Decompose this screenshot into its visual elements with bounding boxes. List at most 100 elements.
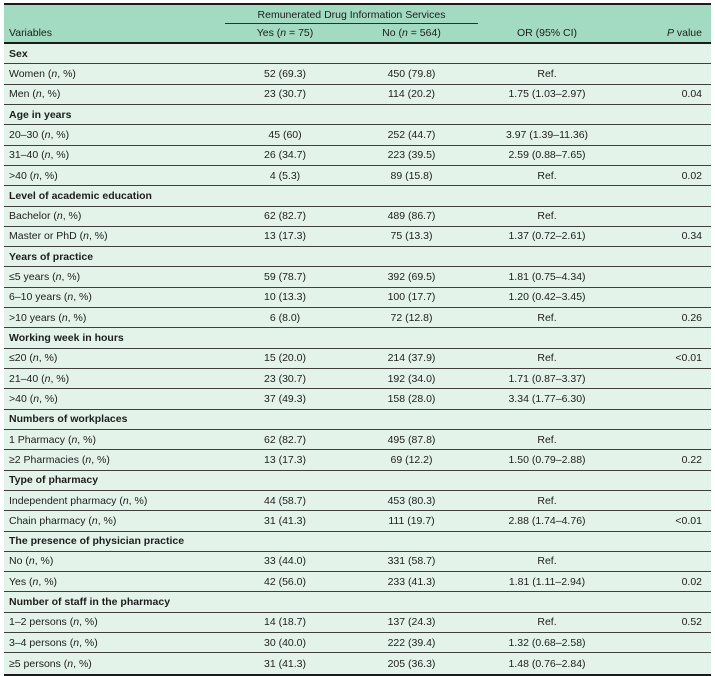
cell-or: 2.88 (1.74–4.76)	[508, 514, 586, 527]
cell-variable: 1 Pharmacy (n, %)	[9, 433, 96, 446]
cell-yes: 30 (40.0)	[263, 636, 307, 649]
cell-variable: Women (n, %)	[9, 67, 76, 80]
cell-yes: 59 (78.7)	[263, 271, 307, 284]
cell-no: 495 (87.8)	[387, 433, 436, 446]
cell-p-value: 0.22	[681, 453, 702, 466]
cell-variable: ≤20 (n, %)	[9, 352, 58, 365]
table-row: Women (n, %) 52 (69.3) 450 (79.8) Ref.	[4, 64, 711, 85]
cell-yes: 31 (41.3)	[263, 657, 307, 670]
cell-variable: ≥2 Pharmacies (n, %)	[9, 453, 110, 466]
section-title: Type of pharmacy	[9, 474, 99, 487]
table-row: ≥5 persons (n, %) 31 (41.3) 205 (36.3) 1.48…	[4, 653, 711, 674]
cell-no: 331 (58.7)	[387, 555, 436, 568]
cell-no: 137 (24.3)	[387, 616, 436, 629]
cell-variable: Master or PhD (n, %)	[9, 230, 108, 243]
section-title: Numbers of workplaces	[9, 413, 128, 426]
cell-p-value: <0.01	[675, 352, 702, 365]
cell-variable: 6–10 years (n, %)	[9, 291, 92, 304]
cell-p-value: <0.01	[675, 514, 702, 527]
cell-no: 72 (12.8)	[390, 311, 433, 324]
cell-or: 2.59 (0.88–7.65)	[508, 149, 586, 162]
cell-p-value: 0.04	[681, 88, 702, 101]
section-row: Type of pharmacy	[4, 470, 711, 491]
column-header-no: No (n = 564)	[382, 27, 441, 39]
section-title: Sex	[9, 47, 28, 60]
table-body: Sex Women (n, %) 52 (69.3) 450 (79.8) Ref. Me…	[4, 44, 711, 676]
section-row: Numbers of workplaces	[4, 409, 711, 430]
table-row: 1 Pharmacy (n, %) 62 (82.7) 495 (87.8) Ref.	[4, 429, 711, 451]
cell-or: Ref.	[537, 169, 557, 182]
cell-no: 392 (69.5)	[387, 271, 436, 284]
cell-or: 1.81 (0.75–4.34)	[508, 271, 586, 284]
table-row: 3–4 persons (n, %) 30 (40.0) 222 (39.4) 1.3…	[4, 633, 711, 654]
cell-yes: 13 (17.3)	[263, 453, 307, 466]
cell-no: 89 (15.8)	[390, 169, 433, 182]
spanner-underline	[225, 23, 478, 24]
column-header-p-value: P value	[666, 27, 702, 39]
cell-no: 111 (19.7)	[388, 514, 435, 527]
table-row: ≤5 years (n, %) 59 (78.7) 392 (69.5) 1.81 (…	[4, 267, 711, 288]
section-row: Years of practice	[4, 247, 711, 268]
section-title: Level of academic education	[9, 189, 152, 202]
section-row: Working week in hours	[4, 328, 711, 349]
cell-yes: 14 (18.7)	[263, 616, 307, 629]
cell-no: 450 (79.8)	[387, 67, 436, 80]
spanner-label: Remunerated Drug Information Services	[257, 9, 446, 21]
cell-variable: >40 (n, %)	[9, 392, 58, 405]
section-title: Number of staff in the pharmacy	[9, 596, 171, 609]
cell-or: 1.81 (1.11–2.94)	[508, 575, 586, 588]
cell-variable: 1–2 persons (n, %)	[9, 616, 98, 629]
cell-yes: 13 (17.3)	[263, 230, 307, 243]
cell-yes: 62 (82.7)	[263, 210, 307, 223]
table-row: No (n, %) 33 (44.0) 331 (58.7) Ref.	[4, 551, 711, 573]
cell-or: 1.50 (0.79–2.88)	[508, 453, 586, 466]
table-row: Master or PhD (n, %) 13 (17.3) 75 (13.3) 1.…	[4, 226, 711, 248]
cell-no: 75 (13.3)	[390, 230, 433, 243]
regression-table: Remunerated Drug Information Services Va…	[4, 3, 711, 676]
cell-yes: 37 (49.3)	[263, 392, 307, 405]
table-row: 1–2 persons (n, %) 14 (18.7) 137 (24.3) Ref…	[4, 612, 711, 634]
cell-p-value: 0.34	[681, 230, 702, 243]
cell-variable: ≥5 persons (n, %)	[9, 657, 92, 670]
cell-variable: >10 years (n, %)	[9, 311, 87, 324]
cell-no: 233 (41.3)	[387, 575, 436, 588]
cell-or: Ref.	[537, 352, 557, 365]
cell-variable: ≤5 years (n, %)	[9, 271, 81, 284]
cell-variable: Independent pharmacy (n, %)	[9, 494, 148, 507]
cell-p-value: 0.52	[681, 616, 702, 629]
cell-variable: 3–4 persons (n, %)	[9, 636, 98, 649]
cell-or: Ref.	[537, 210, 557, 223]
section-row: Number of staff in the pharmacy	[4, 592, 711, 613]
table-row: Independent pharmacy (n, %) 44 (58.7) 453 …	[4, 490, 711, 512]
cell-variable: Men (n, %)	[9, 88, 61, 101]
section-title: Working week in hours	[9, 332, 124, 345]
cell-yes: 45 (60)	[268, 128, 302, 141]
cell-yes: 31 (41.3)	[263, 514, 307, 527]
cell-yes: 4 (5.3)	[269, 169, 301, 182]
cell-variable: Bachelor (n, %)	[9, 210, 82, 223]
cell-no: 69 (12.2)	[390, 453, 433, 466]
cell-variable: 21–40 (n, %)	[9, 372, 70, 385]
cell-or: 3.97 (1.39–11.36)	[505, 128, 589, 141]
table-row: Men (n, %) 23 (30.7) 114 (20.2) 1.75 (1.03–…	[4, 84, 711, 105]
table-row: ≥2 Pharmacies (n, %) 13 (17.3) 69 (12.2) 1.…	[4, 450, 711, 471]
cell-variable: No (n, %)	[9, 555, 54, 568]
column-header-yes: Yes (n = 75)	[256, 27, 314, 39]
cell-or: 1.20 (0.42–3.45)	[508, 291, 586, 304]
column-header-variables: Variables	[9, 27, 52, 39]
cell-p-value: 0.26	[681, 311, 702, 324]
cell-variable: >40 (n, %)	[9, 169, 58, 182]
table-row: ≤20 (n, %) 15 (20.0) 214 (37.9) Ref. <0.01	[4, 348, 711, 369]
cell-no: 489 (86.7)	[387, 210, 436, 223]
table-row: >40 (n, %) 37 (49.3) 158 (28.0) 3.34 (1.77–…	[4, 389, 711, 410]
table-row: Yes (n, %) 42 (56.0) 233 (41.3) 1.81 (1.11–…	[4, 572, 711, 593]
cell-no: 222 (39.4)	[387, 636, 436, 649]
cell-or: 1.32 (0.68–2.58)	[508, 636, 586, 649]
section-row: Age in years	[4, 104, 711, 126]
cell-or: Ref.	[537, 311, 557, 324]
cell-yes: 26 (34.7)	[263, 149, 307, 162]
cell-or: 1.48 (0.76–2.84)	[508, 657, 586, 670]
column-header-row: Variables Yes (n = 75) No (n = 564) OR (…	[4, 24, 711, 42]
cell-p-value: 0.02	[681, 169, 702, 182]
